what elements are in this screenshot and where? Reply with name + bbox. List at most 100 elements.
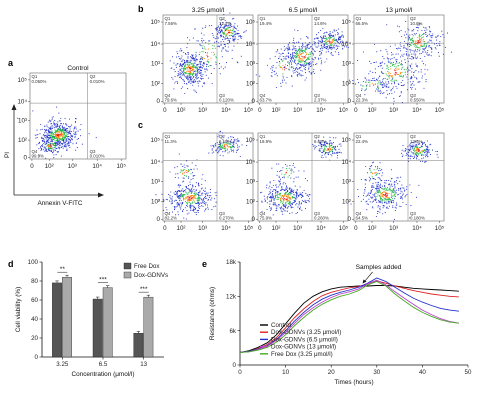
- event-dot: [224, 28, 226, 30]
- event-dot: [61, 134, 63, 136]
- event-dot: [175, 214, 177, 216]
- event-dot: [189, 79, 191, 81]
- event-dot: [51, 117, 53, 119]
- event-dot: [323, 146, 325, 148]
- event-dot: [274, 73, 276, 75]
- event-dot: [388, 61, 390, 63]
- event-dot: [52, 147, 54, 149]
- event-dot: [419, 152, 421, 154]
- event-dot: [336, 46, 338, 48]
- event-dot: [173, 68, 175, 71]
- event-dot: [70, 141, 72, 143]
- event-dot: [189, 70, 191, 73]
- event-dot: [406, 194, 408, 196]
- event-dot: [223, 26, 225, 28]
- event-dot: [295, 198, 297, 200]
- event-dot: [377, 191, 379, 194]
- event-dot: [219, 144, 221, 146]
- event-dot: [376, 187, 378, 189]
- q2-label: Q2: [410, 134, 416, 139]
- event-dot: [327, 36, 329, 39]
- event-dot: [320, 52, 323, 54]
- event-dot: [320, 144, 322, 146]
- event-dot: [59, 124, 61, 126]
- event-dot: [424, 51, 426, 53]
- event-dot: [290, 63, 293, 65]
- event-dot: [337, 151, 339, 153]
- event-dot: [207, 198, 210, 200]
- event-dot: [194, 56, 197, 58]
- event-dot: [392, 191, 395, 193]
- event-dot: [369, 177, 372, 180]
- event-dot: [403, 190, 406, 192]
- event-dot: [285, 163, 287, 166]
- event-dot: [369, 70, 371, 72]
- event-dot: [396, 48, 398, 50]
- event-dot: [170, 198, 172, 200]
- event-dot: [213, 151, 215, 153]
- event-dot: [329, 46, 331, 49]
- event-dot: [442, 53, 445, 55]
- event-dot: [201, 199, 203, 201]
- event-dot: [182, 196, 185, 198]
- event-dot: [391, 76, 393, 78]
- event-dot: [381, 198, 384, 201]
- event-dot: [69, 130, 71, 132]
- event-dot: [376, 186, 378, 188]
- event-dot: [301, 47, 303, 49]
- event-dot: [394, 190, 396, 192]
- event-dot: [32, 110, 34, 112]
- event-dot: [220, 43, 222, 45]
- event-dot: [227, 152, 229, 154]
- event-dot: [234, 27, 236, 29]
- event-dot: [329, 32, 331, 34]
- event-dot: [49, 147, 51, 149]
- annotation-label: Samples added: [356, 264, 402, 271]
- event-dot: [341, 43, 343, 45]
- event-dot: [229, 26, 231, 28]
- event-dot: [220, 149, 222, 151]
- event-dot: [327, 153, 329, 156]
- event-dot: [176, 195, 178, 197]
- event-dot: [292, 202, 294, 204]
- event-dot: [54, 137, 56, 139]
- event-dot: [374, 43, 376, 45]
- event-dot: [198, 71, 201, 73]
- y-tick-label: 6k: [229, 328, 236, 335]
- event-dot: [73, 133, 75, 135]
- event-dot: [402, 79, 404, 82]
- event-dot: [299, 74, 301, 76]
- event-dot: [213, 67, 215, 69]
- event-dot: [393, 57, 395, 59]
- event-dot: [288, 191, 291, 194]
- event-dot: [399, 205, 401, 207]
- event-dot: [285, 173, 287, 175]
- event-dot: [199, 191, 201, 193]
- event-dot: [224, 38, 226, 40]
- event-dot: [286, 185, 288, 187]
- event-dot: [335, 48, 337, 50]
- event-dot: [287, 49, 289, 51]
- event-dot: [65, 145, 67, 147]
- event-dot: [282, 183, 284, 185]
- event-dot: [283, 208, 285, 210]
- event-dot: [295, 176, 297, 178]
- annexin-axis-label: Annexin V-FITC: [37, 200, 82, 207]
- event-dot: [365, 195, 367, 197]
- event-dot: [222, 155, 224, 157]
- event-dot: [278, 163, 280, 165]
- event-dot: [227, 24, 229, 27]
- event-dot: [291, 189, 293, 191]
- event-dot: [211, 51, 213, 54]
- event-dot: [292, 197, 294, 199]
- event-dot: [405, 154, 407, 157]
- event-dot: [38, 141, 40, 143]
- event-dot: [283, 49, 286, 52]
- event-dot: [421, 158, 423, 160]
- event-dot: [279, 184, 281, 186]
- event-dot: [178, 190, 180, 192]
- q2-label: Q2: [314, 16, 320, 21]
- event-dot: [396, 204, 398, 206]
- event-dot: [213, 45, 215, 47]
- event-dot: [237, 148, 239, 150]
